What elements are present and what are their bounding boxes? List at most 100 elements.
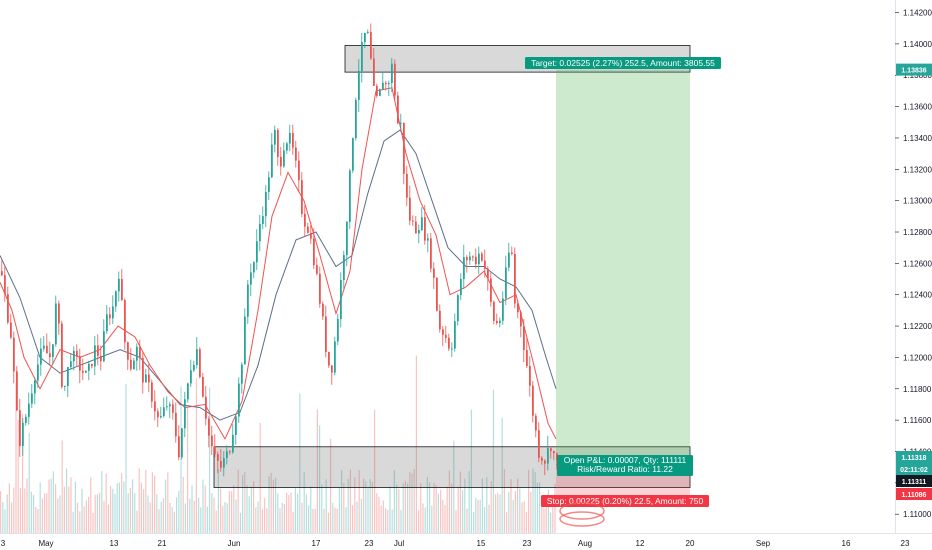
candle-body bbox=[481, 253, 483, 261]
candle-body bbox=[352, 138, 354, 171]
volume-bar bbox=[200, 507, 202, 533]
candle-body bbox=[193, 364, 195, 371]
volume-bar bbox=[149, 502, 151, 533]
volume-bar bbox=[440, 489, 442, 533]
volume-bar bbox=[162, 498, 164, 533]
volume-bar bbox=[356, 501, 358, 533]
volume-bar bbox=[204, 485, 206, 533]
candle-body bbox=[403, 122, 405, 174]
candle-body bbox=[271, 144, 273, 178]
volume-bar bbox=[81, 488, 83, 533]
volume-bar bbox=[345, 507, 347, 533]
candle-body bbox=[124, 300, 126, 343]
volume-bar bbox=[484, 506, 486, 533]
volume-bar bbox=[470, 409, 472, 533]
x-tick-label: Sep bbox=[756, 539, 771, 548]
candle-body bbox=[112, 306, 114, 319]
candle-body bbox=[88, 363, 90, 371]
volume-bar bbox=[46, 493, 48, 533]
price-badge bbox=[896, 451, 932, 463]
volume-bar bbox=[343, 483, 345, 533]
candle-body bbox=[466, 257, 468, 261]
volume-bar bbox=[442, 499, 444, 533]
volume-bar bbox=[552, 501, 554, 533]
candle-body bbox=[340, 280, 342, 320]
volume-bar bbox=[321, 484, 323, 533]
volume-bar bbox=[371, 482, 373, 533]
volume-bar bbox=[255, 507, 257, 533]
x-tick-label: Jun bbox=[228, 539, 241, 548]
volume-bar bbox=[136, 510, 138, 533]
candle-body bbox=[316, 265, 318, 274]
candle-body bbox=[355, 99, 357, 139]
volume-bar bbox=[398, 489, 400, 533]
stop-label-text: Stop: 0.00225 (0.20%) 22.5, Amount: 750 bbox=[547, 496, 704, 506]
volume-bar bbox=[481, 478, 483, 533]
volume-bar bbox=[279, 508, 281, 533]
x-tick-label: 13 bbox=[110, 539, 119, 548]
volume-bar bbox=[523, 501, 525, 533]
candle-body bbox=[541, 457, 543, 461]
volume-bar bbox=[167, 472, 169, 533]
volume-bar bbox=[182, 476, 184, 533]
volume-bar bbox=[510, 478, 512, 533]
volume-bar bbox=[50, 478, 52, 533]
candle-body bbox=[94, 345, 96, 367]
candle-body bbox=[7, 294, 9, 323]
y-tick-label: 1.13400 bbox=[903, 134, 932, 143]
volume-bar bbox=[206, 506, 208, 533]
volume-bar bbox=[92, 512, 94, 533]
candle-body bbox=[514, 253, 516, 304]
volume-bar bbox=[508, 491, 510, 533]
candle-body bbox=[367, 31, 369, 34]
candle-body bbox=[37, 364, 39, 381]
candle-body bbox=[382, 82, 384, 90]
volume-bar bbox=[446, 486, 448, 533]
candle-body bbox=[229, 451, 231, 453]
volume-bar bbox=[387, 509, 389, 533]
volume-bar bbox=[290, 492, 292, 533]
volume-bar bbox=[198, 497, 200, 533]
candle-body bbox=[310, 232, 312, 239]
volume-bar bbox=[334, 507, 336, 533]
candle-body bbox=[145, 374, 147, 383]
volume-bar bbox=[193, 500, 195, 533]
volume-bar bbox=[422, 503, 424, 533]
candle-body bbox=[250, 272, 252, 285]
volume-bar bbox=[103, 500, 105, 533]
candle-body bbox=[511, 252, 513, 254]
candle-body bbox=[427, 238, 429, 241]
candle-body bbox=[139, 346, 141, 359]
volume-bar bbox=[382, 500, 384, 533]
volume-bar bbox=[66, 468, 68, 533]
x-tick-label: 3 bbox=[1, 539, 6, 548]
volume-bar bbox=[195, 378, 197, 533]
candle-body bbox=[58, 303, 60, 324]
volume-bar bbox=[367, 487, 369, 533]
target-label-text: Target: 0.02525 (2.27%) 252.5, Amount: 3… bbox=[531, 58, 715, 68]
x-tick-label: 21 bbox=[158, 539, 167, 548]
time-axis[interactable]: 3 May 13 21 Jun 17 23 Jul 15 23 Aug 12 20 Sep 16 23 bbox=[1, 539, 910, 548]
candle-body bbox=[55, 303, 57, 345]
volume-bar bbox=[13, 487, 15, 533]
volume-bar bbox=[107, 504, 109, 533]
volume-bar bbox=[127, 493, 129, 533]
candle-body bbox=[490, 278, 492, 302]
candle-body bbox=[385, 82, 387, 85]
volume-bar bbox=[222, 505, 224, 533]
volume-bar bbox=[4, 509, 6, 533]
candle-body bbox=[109, 314, 111, 319]
volume-bar bbox=[486, 477, 488, 533]
candle-body bbox=[547, 448, 549, 464]
volume-bar bbox=[299, 393, 301, 533]
volume-bar bbox=[156, 494, 158, 533]
candle-body bbox=[223, 458, 225, 468]
position-tool[interactable] bbox=[556, 69, 690, 501]
volume-bar bbox=[79, 511, 81, 533]
volume-bar bbox=[468, 471, 470, 533]
candle-body bbox=[214, 446, 216, 455]
volume-bar bbox=[312, 508, 314, 533]
volume-bar bbox=[444, 504, 446, 533]
candle-body bbox=[142, 358, 144, 383]
